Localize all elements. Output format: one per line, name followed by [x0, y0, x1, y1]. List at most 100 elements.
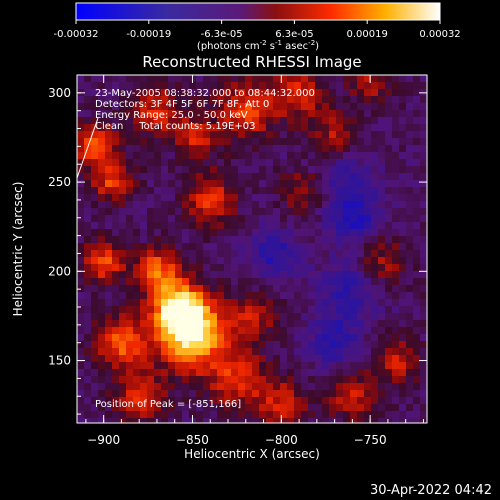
heatmap-cell: [343, 131, 350, 138]
heatmap-cell: [259, 152, 266, 159]
heatmap-cell: [133, 264, 140, 271]
heatmap-cell: [175, 257, 182, 264]
heatmap-cell: [210, 306, 217, 313]
heatmap-cell: [77, 278, 84, 285]
heatmap-cell: [336, 299, 343, 306]
heatmap-cell: [112, 187, 119, 194]
heatmap-cell: [294, 159, 301, 166]
heatmap-cell: [259, 404, 266, 411]
heatmap-cell: [105, 334, 112, 341]
heatmap-cell: [266, 362, 273, 369]
heatmap-cell: [294, 257, 301, 264]
heatmap-cell: [112, 180, 119, 187]
heatmap-cell: [98, 376, 105, 383]
heatmap-cell: [119, 257, 126, 264]
heatmap-cell: [168, 166, 175, 173]
heatmap-cell: [266, 201, 273, 208]
heatmap-cell: [287, 257, 294, 264]
heatmap-cell: [245, 397, 252, 404]
heatmap-cell: [105, 418, 112, 425]
heatmap-cell: [168, 236, 175, 243]
heatmap-cell: [308, 390, 315, 397]
heatmap-cell: [315, 145, 322, 152]
heatmap-cell: [308, 257, 315, 264]
heatmap-cell: [371, 390, 378, 397]
heatmap-cell: [196, 376, 203, 383]
heatmap-cell: [308, 299, 315, 306]
heatmap-cell: [196, 159, 203, 166]
heatmap-cell: [112, 229, 119, 236]
heatmap-cell: [266, 292, 273, 299]
heatmap-cell: [224, 271, 231, 278]
heatmap-cell: [84, 159, 91, 166]
heatmap-cell: [126, 411, 133, 418]
heatmap-cell: [399, 89, 406, 96]
heatmap-cell: [371, 334, 378, 341]
heatmap-cell: [203, 201, 210, 208]
heatmap-cell: [371, 264, 378, 271]
heatmap-cell: [385, 215, 392, 222]
heatmap-cell: [364, 201, 371, 208]
heatmap-cell: [413, 355, 420, 362]
heatmap-cell: [357, 103, 364, 110]
heatmap-cell: [378, 397, 385, 404]
heatmap-cell: [378, 159, 385, 166]
heatmap-cell: [343, 355, 350, 362]
heatmap-cell: [140, 411, 147, 418]
heatmap-cell: [280, 397, 287, 404]
heatmap-cell: [385, 264, 392, 271]
heatmap-cell: [140, 292, 147, 299]
heatmap-cell: [154, 187, 161, 194]
heatmap-cell: [378, 208, 385, 215]
heatmap-cell: [322, 320, 329, 327]
heatmap-cell: [315, 215, 322, 222]
heatmap-cell: [399, 229, 406, 236]
heatmap-cell: [336, 404, 343, 411]
heatmap-cell: [259, 173, 266, 180]
heatmap-cell: [189, 201, 196, 208]
heatmap-cell: [210, 313, 217, 320]
heatmap-cell: [84, 89, 91, 96]
heatmap-cell: [343, 404, 350, 411]
heatmap-cell: [385, 243, 392, 250]
heatmap-cell: [175, 306, 182, 313]
heatmap-cell: [224, 257, 231, 264]
heatmap-cell: [392, 194, 399, 201]
heatmap-cell: [420, 397, 427, 404]
heatmap-cell: [217, 229, 224, 236]
heatmap-cell: [343, 194, 350, 201]
heatmap-cell: [91, 236, 98, 243]
heatmap-cell: [252, 404, 259, 411]
heatmap-cell: [217, 166, 224, 173]
heatmap-cell: [168, 250, 175, 257]
heatmap-cell: [385, 208, 392, 215]
heatmap-cell: [168, 243, 175, 250]
heatmap-cell: [189, 131, 196, 138]
heatmap-cell: [399, 166, 406, 173]
heatmap-cell: [154, 229, 161, 236]
heatmap-cell: [91, 411, 98, 418]
heatmap-cell: [154, 166, 161, 173]
heatmap-cell: [322, 264, 329, 271]
heatmap-cell: [182, 75, 189, 82]
heatmap-cell: [357, 411, 364, 418]
heatmap-cell: [343, 418, 350, 425]
heatmap-cell: [385, 292, 392, 299]
heatmap-cell: [287, 103, 294, 110]
heatmap-cell: [385, 117, 392, 124]
heatmap-cell: [420, 166, 427, 173]
heatmap-cell: [203, 418, 210, 425]
heatmap-cell: [350, 418, 357, 425]
heatmap-cell: [119, 327, 126, 334]
heatmap-cell: [161, 355, 168, 362]
heatmap-cell: [280, 103, 287, 110]
heatmap-cell: [371, 138, 378, 145]
heatmap-cell: [147, 222, 154, 229]
heatmap-cell: [343, 327, 350, 334]
heatmap-cell: [196, 152, 203, 159]
heatmap-cell: [224, 313, 231, 320]
heatmap-cell: [119, 285, 126, 292]
heatmap-cell: [77, 131, 84, 138]
heatmap-cell: [385, 418, 392, 425]
heatmap-cell: [259, 383, 266, 390]
